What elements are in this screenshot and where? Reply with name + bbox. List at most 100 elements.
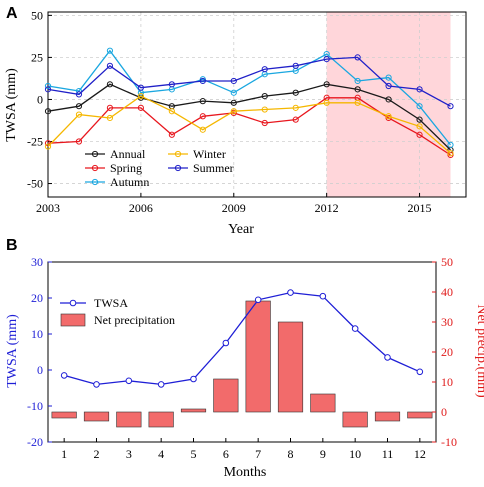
y-tick-label: 0 — [37, 92, 43, 106]
bar — [83, 411, 110, 422]
bar — [310, 393, 336, 413]
data-point-spring — [75, 138, 83, 145]
data-point-summer — [75, 91, 83, 98]
legend-label: TWSA — [94, 296, 128, 310]
data-point-twsa — [351, 325, 359, 332]
data-point-autumn — [106, 47, 114, 54]
x-tick-label: 1 — [61, 447, 67, 461]
data-point-winter — [292, 104, 299, 111]
legend-swatch-marker — [69, 299, 77, 307]
legend-label: Annual — [110, 147, 146, 161]
x-tick-label: 9 — [320, 447, 326, 461]
data-point-winter — [75, 111, 83, 118]
y-left-tick-label: 20 — [31, 291, 43, 305]
x-tick-label: 10 — [349, 447, 361, 461]
data-point-summer — [385, 82, 392, 90]
shaded-region — [326, 12, 451, 197]
legend-swatch-marker — [174, 150, 182, 158]
data-point-autumn — [385, 74, 392, 81]
data-point-winter — [44, 143, 52, 150]
legend-swatch-marker — [174, 164, 182, 172]
data-point-summer — [168, 81, 175, 88]
data-point-spring — [199, 113, 206, 120]
y-tick-label: 50 — [31, 8, 43, 22]
bar — [277, 321, 304, 413]
data-point-twsa — [416, 368, 424, 376]
data-point-autumn — [354, 77, 361, 85]
data-point-annual — [354, 86, 361, 93]
bar — [374, 411, 401, 422]
data-point-twsa — [287, 289, 294, 296]
data-point-winter — [230, 108, 237, 115]
data-point-autumn — [44, 82, 52, 90]
panel-b-ylabel-left: TWSA (mm) — [5, 314, 20, 388]
data-point-winter — [199, 126, 206, 133]
legend-swatch-marker — [91, 178, 99, 186]
panel-b-label: B — [6, 237, 18, 254]
x-tick-label: 2 — [94, 447, 100, 461]
x-tick-label: 2012 — [315, 201, 339, 215]
x-tick-label: 8 — [288, 447, 294, 461]
data-point-twsa — [93, 381, 100, 388]
legend-label: Spring — [110, 161, 142, 175]
bar — [116, 411, 142, 428]
x-tick-label: 6 — [223, 447, 229, 461]
legend-swatch-bar — [60, 313, 86, 327]
y-left-tick-label: 0 — [37, 363, 43, 377]
x-tick-label: 11 — [382, 447, 394, 461]
data-point-annual — [106, 81, 114, 88]
y-left-tick-label: 30 — [31, 255, 43, 269]
bar — [148, 411, 174, 428]
data-point-winter — [137, 92, 144, 100]
bar — [180, 408, 207, 413]
data-point-twsa — [254, 296, 262, 304]
data-point-spring — [416, 131, 423, 138]
y-right-tick-label: 50 — [441, 255, 453, 269]
x-tick-label: 2006 — [129, 201, 153, 215]
bar — [51, 411, 77, 419]
data-point-annual — [292, 89, 299, 96]
data-point-twsa — [190, 375, 197, 383]
x-tick-label: 5 — [191, 447, 197, 461]
y-tick-label: -25 — [27, 135, 43, 149]
legend-label: Autumn — [110, 175, 149, 189]
x-tick-label: 3 — [126, 447, 132, 461]
series-line-summer — [47, 56, 451, 107]
data-point-summer — [354, 54, 361, 61]
data-point-twsa — [60, 372, 68, 379]
legend-swatch-marker — [91, 150, 99, 158]
data-point-summer — [137, 84, 144, 91]
legend-swatch-marker — [91, 164, 99, 172]
panel-a-xlabel: Year — [228, 222, 254, 237]
panel-a-label: A — [6, 5, 18, 22]
data-point-twsa — [384, 354, 391, 361]
data-point-twsa — [319, 292, 327, 300]
legend-label: Winter — [193, 147, 226, 161]
series-line-autumn — [47, 49, 452, 146]
x-tick-label: 2003 — [36, 201, 60, 215]
y-tick-label: -50 — [27, 177, 43, 191]
data-point-summer — [199, 77, 206, 85]
y-right-tick-label: 40 — [441, 285, 453, 299]
panel-a-ylabel: TWSA (mm) — [4, 68, 19, 142]
data-point-autumn — [230, 89, 237, 96]
bar — [342, 411, 368, 428]
bar — [245, 300, 271, 413]
data-point-annual — [261, 92, 268, 100]
data-point-winter — [261, 106, 268, 113]
plot-frame — [47, 11, 467, 198]
y-left-tick-label: -10 — [27, 399, 43, 413]
data-point-spring — [261, 119, 268, 127]
data-point-autumn — [447, 141, 454, 148]
series-line-annual — [47, 83, 451, 151]
data-point-twsa — [157, 381, 165, 388]
data-point-summer — [323, 55, 330, 63]
data-point-summer — [44, 86, 52, 93]
data-point-autumn — [416, 103, 423, 110]
data-point-spring — [106, 104, 114, 111]
y-tick-label: 25 — [31, 50, 43, 64]
data-point-twsa — [222, 339, 230, 347]
